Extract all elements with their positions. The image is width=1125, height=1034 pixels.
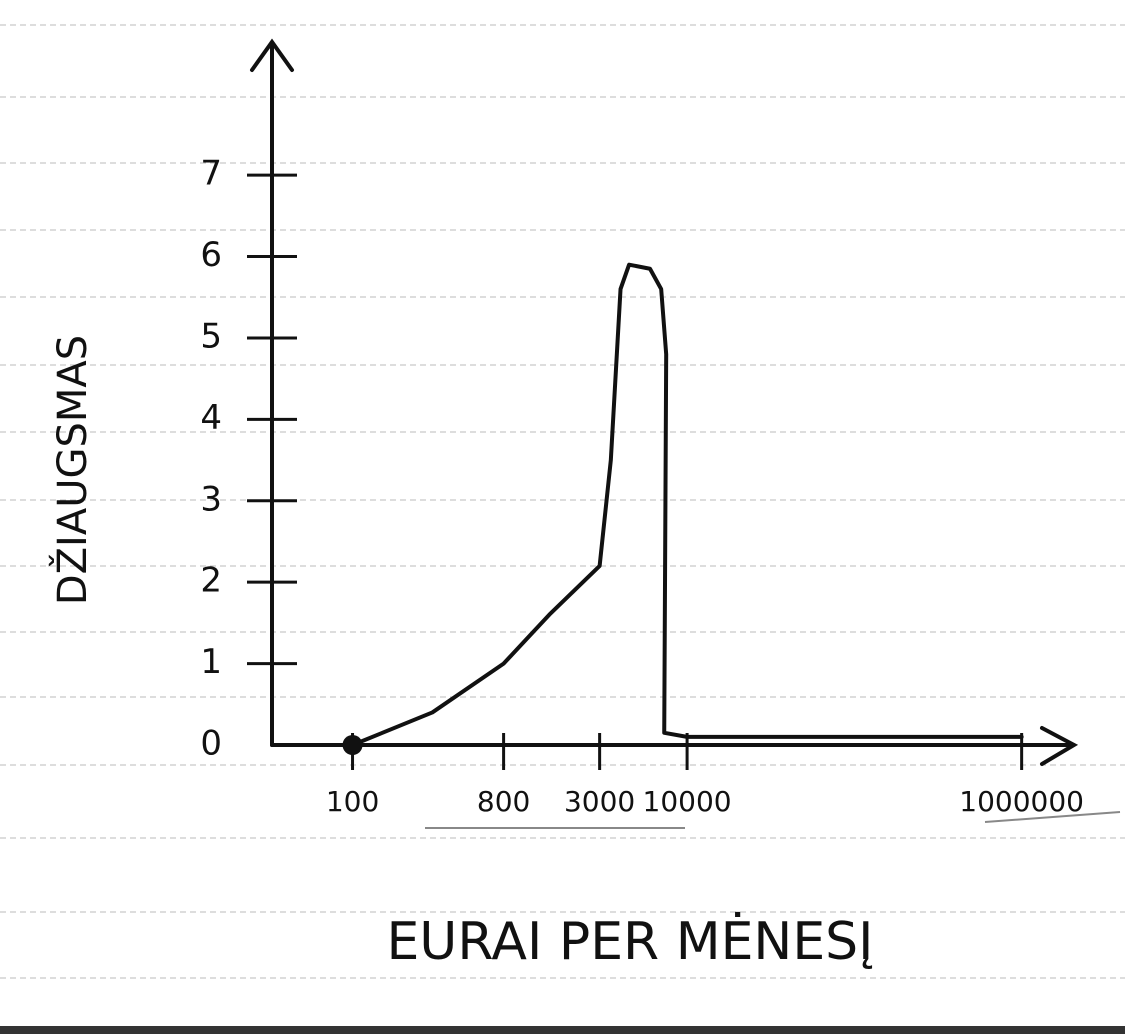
line [350,262,1024,747]
y-tick-label: 2 [200,561,222,601]
bottom-bar [0,1026,1125,1034]
y-tick-label: 5 [200,316,222,356]
underline [984,811,1121,823]
y-tick-label: 4 [200,398,222,438]
x-arrow [1040,726,1079,766]
x-tick-label: 1000000 [959,785,1084,818]
x-axis-label: EURAI PER MĖNESĮ [386,911,873,972]
y-tick-label: 6 [200,235,222,275]
y-tick-label: 0 [200,724,222,764]
x-tick-label: 100 [326,785,379,818]
start-dot [342,735,363,755]
x-tick-label: 3000 [564,785,635,818]
x-tick-label: 800 [477,785,530,818]
y-arrow [250,38,294,72]
axes [250,38,1079,766]
x-tick-label: 10000 [643,785,732,818]
y-axis-label: DŽIAUGSMAS [48,335,96,605]
ruled-lines [0,24,1125,979]
y-tick-label: 7 [200,154,222,194]
y-tick-label: 1 [200,642,222,682]
y-tick-label: 3 [200,479,222,519]
